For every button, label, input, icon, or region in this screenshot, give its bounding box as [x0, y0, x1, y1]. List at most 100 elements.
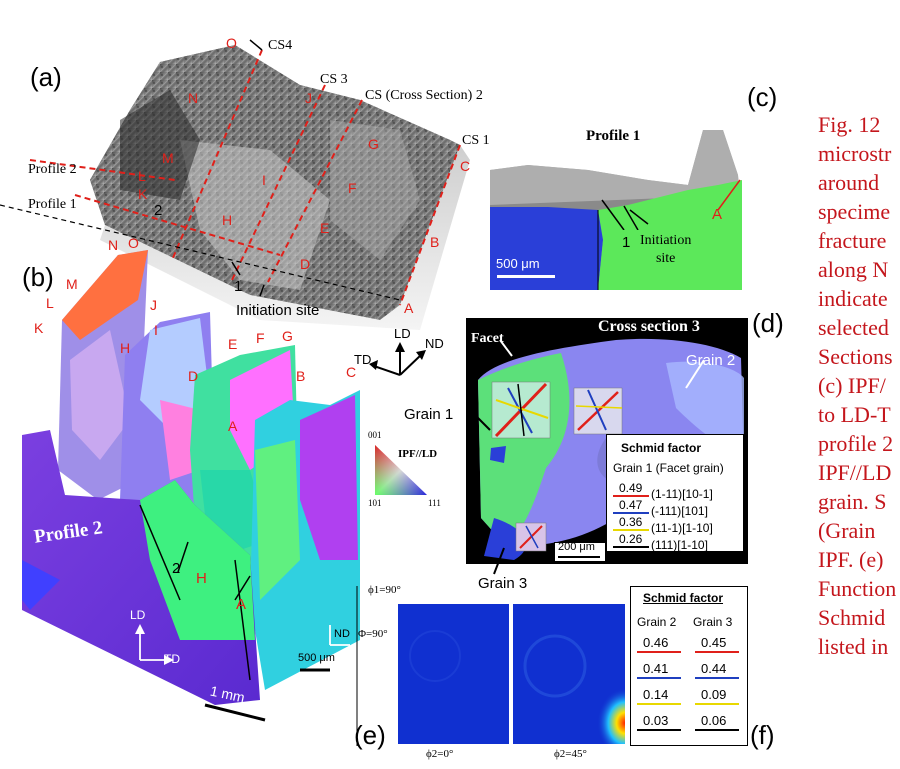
f-col-grain3: Grain 3 — [693, 615, 733, 629]
a-point-M: M — [162, 150, 174, 166]
c-arrows — [601, 179, 741, 230]
a-point-O: O — [226, 35, 237, 51]
b-point-F: F — [256, 330, 265, 346]
ipf-color-triangle — [375, 445, 427, 495]
schmid-color-line — [637, 729, 681, 731]
schmid-value-g3: 0.44 — [701, 661, 727, 676]
a-point-N: N — [188, 90, 199, 106]
caption-line: indicate — [818, 286, 888, 311]
cs4-label: CS4 — [268, 38, 293, 53]
d-arrows — [475, 339, 705, 575]
schmid-value-g3: 0.45 — [701, 635, 727, 650]
initiation-site-label: Initiation site — [236, 302, 320, 319]
schmid-plane: (111)[1-10] — [651, 538, 708, 552]
schmid-value: 0.49 — [619, 481, 643, 495]
a-point-G: G — [368, 136, 379, 152]
b-bottom-A: A — [236, 596, 247, 613]
profile1-title: Profile 1 — [586, 128, 641, 144]
schmid-color-line — [637, 677, 681, 679]
schmid-color-line — [637, 703, 681, 705]
b-number-2: 2 — [172, 560, 181, 577]
schmid-value-g3: 0.09 — [701, 687, 727, 702]
caption-line: listed in — [818, 634, 889, 659]
c-number-1: 1 — [622, 234, 631, 251]
b-scale-500: 500 μm — [298, 652, 335, 664]
b-point-C: C — [346, 364, 357, 380]
panel-b-label: (b) — [22, 262, 54, 292]
a-point-D: D — [300, 256, 311, 272]
caption-line: specime — [818, 199, 891, 224]
b-bottom-H: H — [196, 570, 207, 587]
ipf-legend-101: 101 — [368, 498, 382, 508]
profile1-ipf-map — [490, 130, 742, 290]
a-point-A: A — [404, 300, 414, 316]
schmid-color-line — [613, 512, 649, 514]
caption-line: fracture — [818, 228, 887, 253]
caption-line: (c) IPF/ — [818, 373, 886, 398]
schmid-value: 0.26 — [619, 532, 643, 546]
b-point-L: L — [46, 295, 54, 311]
caption-line: grain. S — [818, 489, 887, 514]
a-point-B: B — [430, 234, 440, 250]
b-point-J: J — [150, 297, 157, 313]
c-letter-A: A — [712, 206, 723, 223]
b-axis-ld: LD — [130, 608, 146, 622]
schmid-color-line — [613, 546, 649, 548]
a-point-L: L — [138, 168, 146, 184]
panel-c-label: (c) — [747, 82, 778, 112]
schmid-plane: (1-11)[10-1] — [651, 487, 713, 501]
schmid-color-line — [695, 703, 739, 705]
schmid-value-g2: 0.41 — [643, 661, 669, 676]
schmid-value-g2: 0.03 — [643, 713, 669, 728]
caption-line: Schmid — [818, 605, 886, 630]
cs1-label: CS 1 — [462, 133, 490, 148]
odf-phi2-0-label: ϕ2=0° — [426, 748, 454, 760]
c-initiation-site: Initiation site — [640, 232, 691, 268]
odf-sections — [356, 586, 625, 746]
schmid-table-grain23: Schmid factor Grain 2 Grain 3 0.46 0.45 0.… — [630, 586, 748, 746]
odf-Phi-label: Φ=90° — [358, 628, 388, 640]
schmid-value-g3: 0.06 — [701, 713, 727, 728]
ipf-legend-111: 111 — [428, 498, 441, 508]
caption-line: microstr — [818, 141, 892, 166]
grain3-label: Grain 3 — [478, 575, 528, 592]
f-col-grain2: Grain 2 — [637, 615, 677, 629]
panel-a-label: (a) — [30, 62, 62, 92]
facet-label: Facet — [471, 331, 504, 346]
a-point-E: E — [320, 220, 330, 236]
b-point-A: A — [228, 418, 238, 434]
b-axis-td: TD — [164, 652, 180, 666]
schmid-table-subtitle: Grain 1 (Facet grain) — [613, 461, 724, 475]
a-number-2: 2 — [154, 202, 163, 219]
cs2-label: CS (Cross Section) 2 — [365, 88, 483, 103]
axis-nd-label: ND — [425, 336, 444, 351]
a-point-C: C — [460, 158, 471, 174]
a-number-1: 1 — [234, 278, 243, 295]
schmid-value: 0.47 — [619, 498, 643, 512]
grain1-label: Grain 1 — [404, 406, 454, 423]
caption-line: Sections — [818, 344, 893, 369]
figure-caption: Fig. 12 microstr around specime fracture alon… — [818, 110, 896, 661]
schmid-table-grain1: Schmid factor Grain 1 (Facet grain) 0.49… — [606, 434, 744, 552]
a-point-H: H — [222, 212, 233, 228]
a-point-F: F — [348, 180, 357, 196]
ipf-legend-001: 001 — [368, 430, 382, 440]
profile2-label: Profile 2 — [28, 162, 77, 177]
cross-section-3-title: Cross section 3 — [598, 318, 700, 335]
b-point-O: O — [128, 235, 139, 251]
schmid-table-title: Schmid factor — [621, 441, 702, 455]
caption-line: profile 2 — [818, 431, 894, 456]
f-table-title: Schmid factor — [643, 591, 724, 605]
a-point-J: J — [305, 90, 312, 106]
odf-phi2-45-label: ϕ2=45° — [554, 748, 587, 760]
schmid-value: 0.36 — [619, 515, 643, 529]
caption-line: to LD-T — [818, 402, 891, 427]
schmid-color-line — [695, 729, 739, 731]
schmid-color-line — [637, 651, 681, 653]
caption-line: (Grain — [818, 518, 876, 543]
ipf-legend-title: IPF//LD — [398, 448, 438, 460]
cs3-label: CS 3 — [320, 72, 348, 87]
c-initiation-line: Initiation site — [640, 233, 692, 266]
schmid-value-g2: 0.46 — [643, 635, 669, 650]
